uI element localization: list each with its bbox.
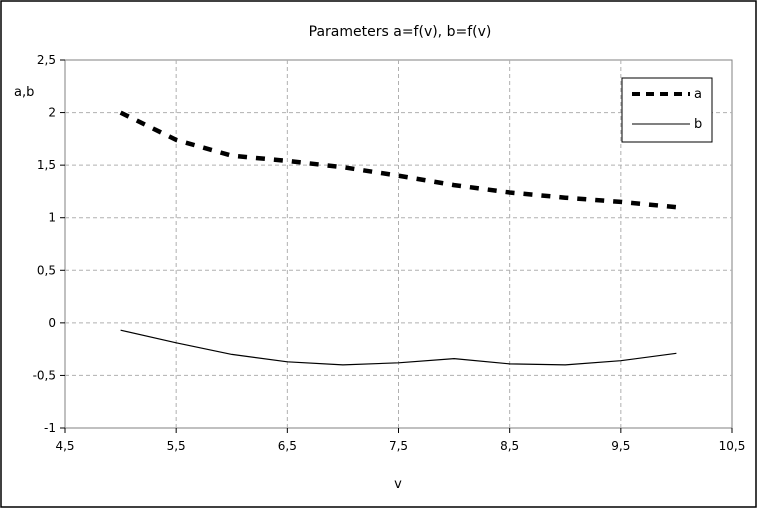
series-line-b — [120, 329, 677, 366]
grid-layer — [65, 60, 732, 428]
y-tick-label: 2,5 — [37, 53, 56, 67]
legend-label-b: b — [694, 117, 702, 132]
y-tick-label: 0,5 — [37, 263, 56, 277]
y-tick-label: 0 — [48, 316, 56, 330]
x-tick-label: 5,5 — [167, 439, 186, 453]
legend: a b — [621, 77, 713, 143]
y-tick-label: 2 — [48, 106, 56, 120]
x-tick-label: 6,5 — [278, 439, 297, 453]
series-layer — [119, 110, 677, 366]
y-tick-label: 1,5 — [37, 158, 56, 172]
series-line-a — [119, 110, 677, 210]
legend-label-a: a — [694, 87, 702, 102]
y-tick-label: -1 — [44, 421, 56, 435]
tick-labels: 4,5 5,5 6,5 7,5 8,5 9,5 10,5 -1 -0,5 0 0,5 1 1,5 2 2,5 — [33, 53, 746, 453]
x-axis-label: v — [394, 477, 402, 492]
x-tick-label: 7,5 — [389, 439, 408, 453]
y-tick-label: -0,5 — [33, 368, 56, 382]
x-tick-label: 4,5 — [55, 439, 74, 453]
y-tick-label: 1 — [48, 211, 56, 225]
x-tick-label: 9,5 — [611, 439, 630, 453]
x-tick-label: 10,5 — [719, 439, 746, 453]
y-axis-label: a,b — [14, 85, 34, 100]
legend-box — [621, 77, 713, 143]
x-tick-label: 8,5 — [500, 439, 519, 453]
chart-title: Parameters a=f(v), b=f(v) — [309, 24, 492, 40]
